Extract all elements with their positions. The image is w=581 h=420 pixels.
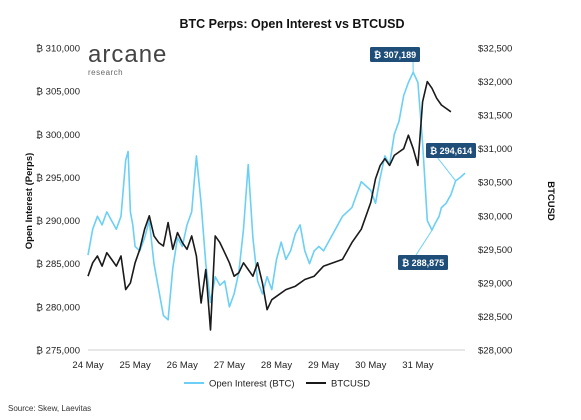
x-tick-label: 28 May — [261, 360, 292, 371]
y-left-tick-label: ₿ 280,000 — [36, 302, 80, 313]
x-tick-label: 26 May — [167, 360, 198, 371]
callout-leader — [436, 156, 456, 182]
series-layer — [87, 71, 466, 331]
annotation-layer: ₿ 307,189 ₿ 294,614 ₿ 288,875 — [370, 47, 476, 270]
callout-leader — [415, 230, 433, 256]
x-axis-ticks: 24 May 25 May 26 May 27 May 28 May 29 May 30 M… — [72, 360, 433, 371]
legend-label-open-interest: Open Interest (BTC) — [209, 379, 295, 390]
y-axis-right-label: BTCUSD — [545, 181, 556, 221]
x-tick-label: 31 May — [402, 360, 433, 371]
y-right-tick-label: $28,000 — [478, 346, 512, 357]
y-left-tick-label: ₿ 310,000 — [36, 44, 80, 55]
callout-box — [370, 47, 420, 62]
y-axis-right-ticks: $28,000 $28,500 $29,000 $29,500 $30,000 $30,5… — [478, 44, 512, 357]
y-left-tick-label: ₿ 305,000 — [36, 87, 80, 98]
legend-label-btcusd: BTCUSD — [331, 379, 370, 390]
y-left-tick-label: ₿ 295,000 — [36, 173, 80, 184]
y-left-tick-label: ₿ 275,000 — [36, 346, 80, 357]
logo-wordmark: arcane — [88, 41, 167, 68]
x-tick-label: 29 May — [308, 360, 339, 371]
legend: Open Interest (BTC) BTCUSD — [184, 379, 370, 390]
logo: arcane research — [88, 41, 167, 77]
callout-label: ₿ 294,614 — [430, 146, 472, 156]
y-left-tick-label: ₿ 300,000 — [36, 130, 80, 141]
logo-subtext: research — [88, 68, 123, 77]
y-right-tick-label: $28,500 — [478, 312, 512, 323]
source-note: Source: Skew, Laevitas — [8, 404, 91, 413]
chart-title: BTC Perps: Open Interest vs BTCUSD — [179, 17, 404, 31]
x-tick-label: 24 May — [72, 360, 103, 371]
callout-box — [398, 255, 448, 270]
y-left-tick-label: ₿ 290,000 — [36, 216, 80, 227]
y-right-tick-label: $31,000 — [478, 144, 512, 155]
y-right-tick-label: $31,500 — [478, 111, 512, 122]
callout-label: ₿ 288,875 — [402, 258, 444, 268]
y-right-tick-label: $32,000 — [478, 77, 512, 88]
x-tick-label: 30 May — [355, 360, 386, 371]
series-line-open-interest — [87, 71, 466, 321]
y-right-tick-label: $29,500 — [478, 245, 512, 256]
y-right-tick-label: $29,000 — [478, 278, 512, 289]
callout-label: ₿ 307,189 — [374, 50, 416, 60]
y-right-tick-label: $30,000 — [478, 211, 512, 222]
series-line-btcusd — [87, 80, 452, 331]
callout-box — [426, 143, 476, 158]
y-right-tick-label: $30,500 — [478, 178, 512, 189]
y-left-tick-label: ₿ 285,000 — [36, 259, 80, 270]
y-axis-left-ticks: ₿ 275,000 ₿ 280,000 ₿ 285,000 ₿ 290,000 ₿ 29… — [36, 44, 80, 357]
x-tick-label: 25 May — [120, 360, 151, 371]
x-tick-label: 27 May — [214, 360, 245, 371]
y-axis-left-label: Open Interest (Perps) — [24, 153, 35, 250]
y-right-tick-label: $32,500 — [478, 44, 512, 55]
